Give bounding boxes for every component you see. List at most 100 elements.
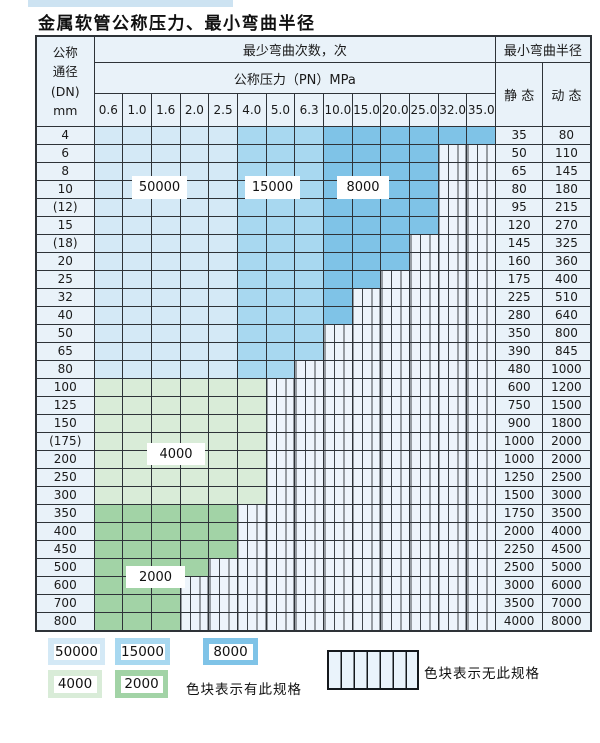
- table-row: 600 3000 6000: [35, 576, 592, 595]
- cycle-cell: [236, 234, 267, 253]
- static-radius-cell: 95: [495, 198, 544, 217]
- cycle-cell: [294, 252, 324, 271]
- cycle-cell: [236, 486, 267, 505]
- no-spec-cell: [323, 612, 353, 632]
- cycle-cell: [409, 216, 439, 235]
- pn-tick: 15.0: [351, 93, 382, 127]
- cycle-cell: [294, 306, 324, 325]
- no-spec-cell: [265, 378, 296, 397]
- cycle-cell: [150, 252, 181, 271]
- no-spec-cell: [323, 594, 353, 613]
- cycle-cell: [122, 378, 152, 397]
- no-spec-cell: [380, 576, 411, 595]
- no-spec-cell: [351, 540, 382, 559]
- static-radius-cell: 1750: [495, 504, 544, 523]
- cycle-cell: [265, 360, 296, 379]
- cycle-cell: [236, 396, 267, 415]
- cycle-cell: [179, 306, 210, 325]
- cycle-cell: [323, 270, 353, 289]
- cycle-cell: [122, 504, 152, 523]
- dn-cell: 100: [35, 378, 95, 397]
- cycle-cell: [409, 198, 439, 217]
- no-spec-cell: [294, 558, 324, 577]
- no-spec-cell: [208, 576, 238, 595]
- no-spec-cell: [437, 450, 468, 469]
- no-spec-cell: [294, 468, 324, 487]
- no-spec-cell: [208, 594, 238, 613]
- dn-cell: 300: [35, 486, 95, 505]
- cycle-cell: [208, 396, 238, 415]
- cycle-cell: [351, 270, 382, 289]
- cycle-cell: [294, 198, 324, 217]
- cycle-cell: [208, 180, 238, 199]
- pn-tick: 35.0: [466, 93, 497, 127]
- no-spec-cell: [265, 432, 296, 451]
- no-spec-cell: [437, 558, 468, 577]
- cycle-cell: [208, 270, 238, 289]
- cycle-cell: [323, 216, 353, 235]
- no-spec-cell: [437, 180, 468, 199]
- static-radius-cell: 1250: [495, 468, 544, 487]
- table-row: 4 35 80: [35, 126, 592, 145]
- no-spec-cell: [437, 594, 468, 613]
- no-spec-cell: [323, 450, 353, 469]
- dn-cell: 32: [35, 288, 95, 307]
- pn-tick: 10.0: [323, 93, 353, 127]
- cycle-cell: [122, 162, 152, 181]
- cycle-cell: [179, 126, 210, 145]
- cycle-cell: [323, 126, 353, 145]
- table-row: 125 750 1500: [35, 396, 592, 415]
- no-spec-cell: [409, 522, 439, 541]
- dynamic-radius-cell: 110: [542, 144, 592, 163]
- cycle-cell: [236, 468, 267, 487]
- no-spec-cell: [466, 486, 497, 505]
- cycle-cell: [351, 144, 382, 163]
- dynamic-radius-cell: 845: [542, 342, 592, 361]
- cycle-cell: [294, 162, 324, 181]
- pressure-header: 公称压力（PN）MPa: [93, 62, 497, 94]
- cycle-cell: [93, 396, 124, 415]
- no-spec-cell: [409, 360, 439, 379]
- no-spec-cell: [265, 414, 296, 433]
- cycle-cell: [122, 522, 152, 541]
- cycle-cell: [208, 234, 238, 253]
- cycle-cell: [122, 216, 152, 235]
- cycle-cell: [122, 414, 152, 433]
- dn-cell: 10: [35, 180, 95, 199]
- cycle-cell: [409, 144, 439, 163]
- no-spec-cell: [351, 450, 382, 469]
- cycle-cell: [437, 126, 468, 145]
- no-spec-cell: [351, 324, 382, 343]
- legend-swatch-label: 15000: [120, 643, 165, 660]
- dn-cell: 40: [35, 306, 95, 325]
- no-spec-cell: [294, 522, 324, 541]
- static-radius-cell: 1500: [495, 486, 544, 505]
- cycle-cell: [150, 522, 181, 541]
- no-spec-cell: [236, 504, 267, 523]
- no-spec-cell: [466, 504, 497, 523]
- cycle-cell: [122, 144, 152, 163]
- cycle-cell: [179, 360, 210, 379]
- cycle-cell: [265, 234, 296, 253]
- table-row: 15 120 270: [35, 216, 592, 235]
- no-spec-cell: [437, 414, 468, 433]
- pn-tick: 1.6: [150, 93, 181, 127]
- no-spec-cell: [409, 576, 439, 595]
- cycle-cell: [122, 612, 152, 632]
- no-spec-cell: [323, 324, 353, 343]
- dn-cell: 450: [35, 540, 95, 559]
- no-spec-cell: [265, 558, 296, 577]
- pn-tick: 5.0: [265, 93, 296, 127]
- cycle-cell: [466, 126, 497, 145]
- cycle-cell: [265, 252, 296, 271]
- no-spec-cell: [437, 144, 468, 163]
- cycle-cell: [122, 396, 152, 415]
- cycle-cell: [236, 378, 267, 397]
- no-spec-cell: [323, 486, 353, 505]
- cycle-cell: [208, 144, 238, 163]
- no-spec-cell: [323, 396, 353, 415]
- cycle-cell: [93, 126, 124, 145]
- no-spec-cell: [466, 468, 497, 487]
- no-spec-cell: [437, 504, 468, 523]
- dynamic-radius-cell: 270: [542, 216, 592, 235]
